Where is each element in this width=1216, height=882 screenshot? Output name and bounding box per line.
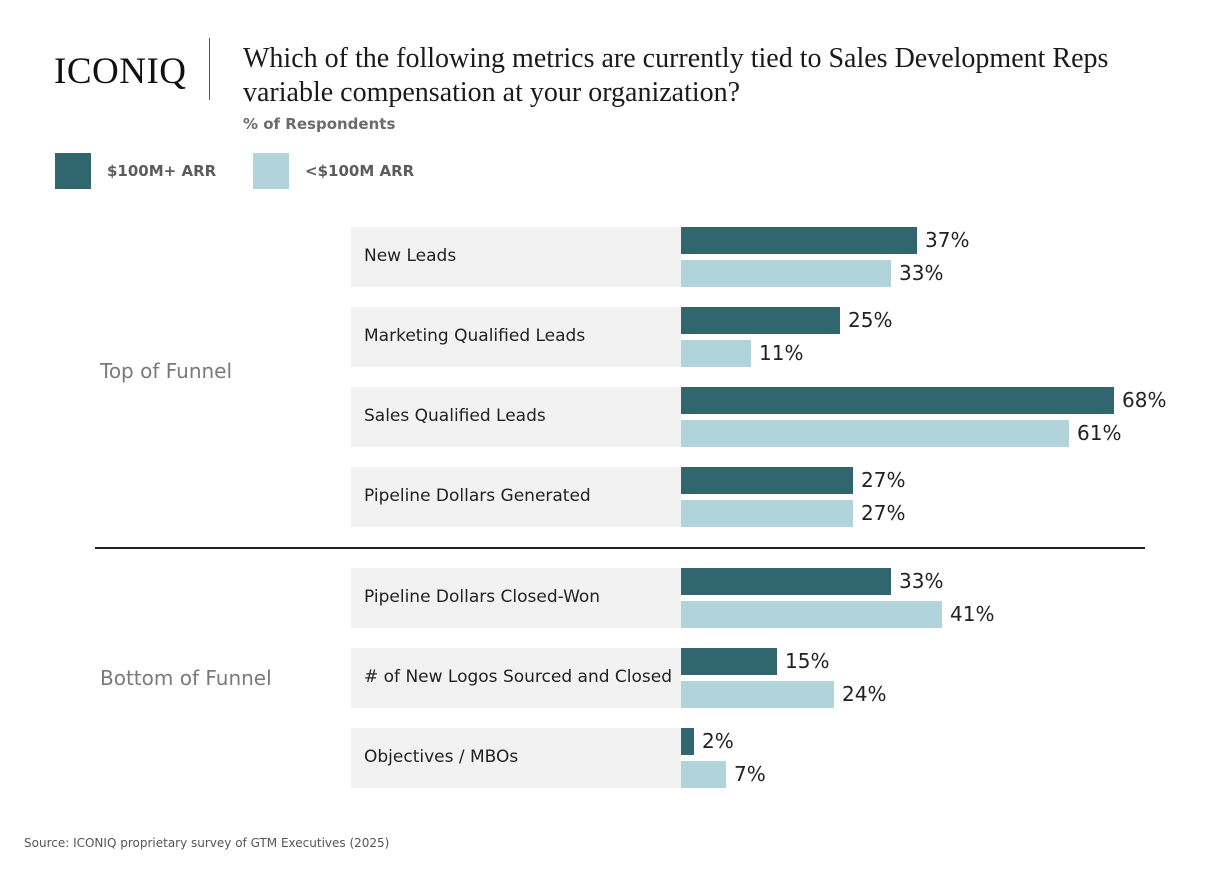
source-note: Source: ICONIQ proprietary survey of GTM… — [24, 836, 390, 850]
category-label-sales-qualified-leads: Sales Qualified Leads — [364, 406, 546, 426]
logo-divider — [209, 38, 210, 100]
legend-label-large: $100M+ ARR — [107, 162, 217, 180]
category-row-new-leads — [351, 227, 681, 287]
category-row-pipeline-dollars-generated — [351, 467, 681, 527]
bar-of-new-logos-sourced-and-closed-small — [681, 681, 834, 708]
category-row-pipeline-dollars-closed-won — [351, 568, 681, 628]
bar-pipeline-dollars-generated-large — [681, 467, 853, 494]
group-divider — [95, 547, 1145, 549]
group-label-bottom-of-funnel: Bottom of Funnel — [100, 666, 272, 690]
iconiq-logo: ICONIQ — [54, 51, 187, 92]
bar-marketing-qualified-leads-large — [681, 307, 840, 334]
bar-objectives-mbos-small — [681, 761, 726, 788]
category-row-sales-qualified-leads — [351, 387, 681, 447]
category-row-marketing-qualified-leads — [351, 307, 681, 367]
value-label-pipeline-dollars-generated-large: 27% — [861, 468, 906, 492]
bar-new-leads-small — [681, 260, 891, 287]
value-label-marketing-qualified-leads-small: 11% — [759, 341, 804, 365]
value-label-objectives-mbos-large: 2% — [702, 729, 734, 753]
value-label-sales-qualified-leads-large: 68% — [1122, 388, 1167, 412]
value-label-pipeline-dollars-closed-won-small: 41% — [950, 602, 995, 626]
bar-pipeline-dollars-closed-won-large — [681, 568, 891, 595]
bar-pipeline-dollars-generated-small — [681, 500, 853, 527]
legend-swatch-small — [253, 153, 289, 189]
category-label-marketing-qualified-leads: Marketing Qualified Leads — [364, 326, 586, 346]
value-label-of-new-logos-sourced-and-closed-small: 24% — [842, 682, 887, 706]
bar-of-new-logos-sourced-and-closed-large — [681, 648, 777, 675]
category-row-objectives-mbos — [351, 728, 681, 788]
chart-subtitle: % of Respondents — [243, 115, 396, 133]
value-label-new-leads-small: 33% — [899, 261, 944, 285]
category-label-pipeline-dollars-closed-won: Pipeline Dollars Closed-Won — [364, 587, 601, 607]
category-label-pipeline-dollars-generated: Pipeline Dollars Generated — [364, 486, 591, 506]
legend-swatch-large — [55, 153, 91, 189]
value-label-of-new-logos-sourced-and-closed-large: 15% — [785, 649, 830, 673]
group-label-top-of-funnel: Top of Funnel — [100, 359, 233, 383]
chart-title: Which of the following metrics are curre… — [243, 43, 1109, 108]
legend-label-small: <$100M ARR — [305, 162, 415, 180]
bar-sales-qualified-leads-small — [681, 420, 1069, 447]
category-row-of-new-logos-sourced-and-closed — [351, 648, 681, 708]
bar-marketing-qualified-leads-small — [681, 340, 751, 367]
bar-objectives-mbos-large — [681, 728, 694, 755]
bar-new-leads-large — [681, 227, 917, 254]
category-label-new-leads: New Leads — [364, 246, 457, 266]
value-label-sales-qualified-leads-small: 61% — [1077, 421, 1122, 445]
bar-sales-qualified-leads-large — [681, 387, 1114, 414]
category-label-objectives-mbos: Objectives / MBOs — [364, 747, 519, 767]
value-label-new-leads-large: 37% — [925, 228, 970, 252]
category-label-of-new-logos-sourced-and-closed: # of New Logos Sourced and Closed — [364, 667, 673, 687]
bar-pipeline-dollars-closed-won-small — [681, 601, 942, 628]
value-label-pipeline-dollars-closed-won-large: 33% — [899, 569, 944, 593]
value-label-objectives-mbos-small: 7% — [734, 762, 766, 786]
value-label-marketing-qualified-leads-large: 25% — [848, 308, 893, 332]
value-label-pipeline-dollars-generated-small: 27% — [861, 501, 906, 525]
